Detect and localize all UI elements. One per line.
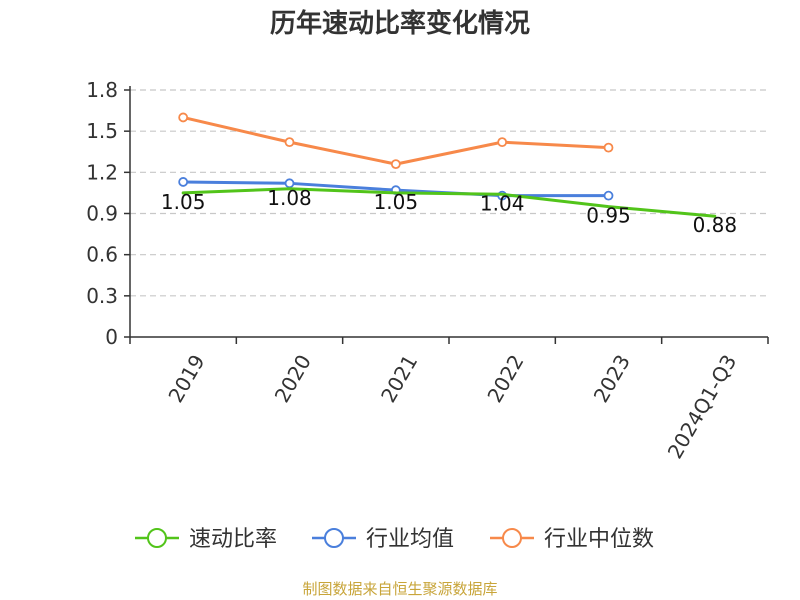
series-point [390, 159, 401, 170]
data-label: 0.88 [693, 213, 738, 237]
y-tick-label: 0 [105, 325, 118, 349]
series-point [284, 137, 295, 148]
series-point [603, 142, 614, 153]
data-label: 1.08 [267, 186, 312, 210]
legend-label: 行业中位数 [544, 527, 654, 552]
y-tick-label: 0.9 [86, 202, 118, 226]
series-point [603, 190, 614, 201]
data-label: 1.04 [480, 191, 525, 215]
legend-item: 速动比率 [135, 527, 277, 552]
grid-lines [130, 89, 768, 297]
y-tick-label: 0.6 [86, 243, 118, 267]
data-label: 1.05 [374, 190, 419, 214]
y-tick-label: 1.5 [86, 119, 118, 143]
legend-marker [147, 528, 167, 548]
series-point [178, 177, 189, 187]
source-note: 制图数据来自恒生聚源数据库 [302, 580, 497, 598]
series-point [497, 137, 508, 148]
legend-item: 行业均值 [312, 527, 454, 552]
legend-label: 行业均值 [366, 527, 454, 552]
series-line [181, 115, 610, 166]
x-tick-label: 2020 [270, 351, 316, 407]
y-tick-label: 0.3 [86, 284, 118, 308]
legend: 速动比率 行业均值 行业中位数 [135, 527, 654, 552]
series-point [178, 112, 189, 123]
x-tick-label: 2023 [589, 351, 635, 407]
x-tick-label: 2019 [163, 351, 209, 407]
legend-label: 速动比率 [189, 527, 277, 552]
data-labels: 1.05 1.08 1.05 1.04 0.95 0.88 [161, 186, 737, 237]
data-label: 0.95 [586, 204, 631, 228]
x-tick-label: 2022 [482, 351, 528, 407]
legend-item: 行业中位数 [490, 527, 654, 552]
y-tick-label: 1.2 [86, 160, 118, 184]
x-tick-label: 2024Q1-Q3 [663, 351, 742, 463]
legend-marker [324, 528, 344, 548]
y-tick-label: 1.8 [86, 78, 118, 102]
x-tick-label: 2021 [376, 351, 422, 407]
data-label: 1.05 [161, 190, 206, 214]
series-lines [178, 112, 717, 218]
axes: 0 0.3 0.6 0.9 1.2 1.5 1.8 2019 2020 2021 2022 2023 2… [86, 78, 769, 463]
chart-title: 历年速动比率变化情况 [270, 8, 530, 39]
legend-marker [502, 528, 522, 548]
series-line [181, 187, 717, 218]
